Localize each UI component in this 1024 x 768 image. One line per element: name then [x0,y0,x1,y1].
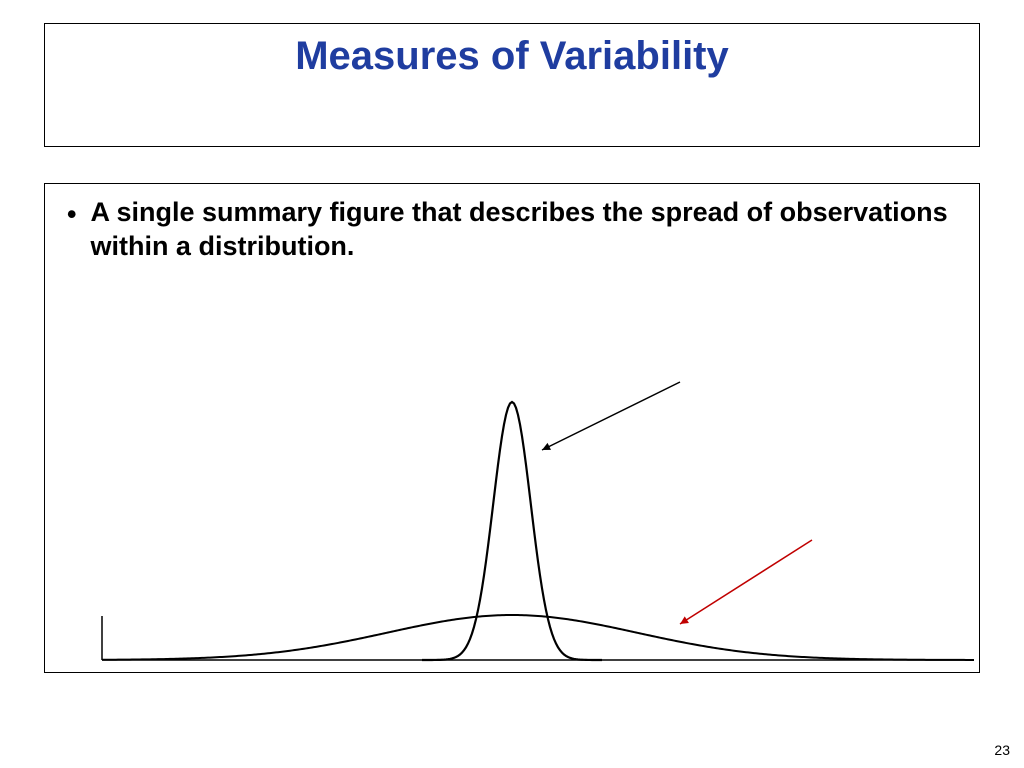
narrow_arrow [542,382,680,450]
bullet-text: A single summary figure that describes t… [90,196,957,264]
wide_arrow [680,540,812,624]
page-number: 23 [994,742,1010,758]
distribution-chart [44,370,980,674]
title-box: Measures of Variability [44,23,980,147]
bullet-marker: • [67,196,76,232]
wide_arrow-head [680,616,689,624]
wide_distribution [102,615,974,660]
bullet-item: • A single summary figure that describes… [67,196,957,264]
slide-title: Measures of Variability [295,34,729,79]
